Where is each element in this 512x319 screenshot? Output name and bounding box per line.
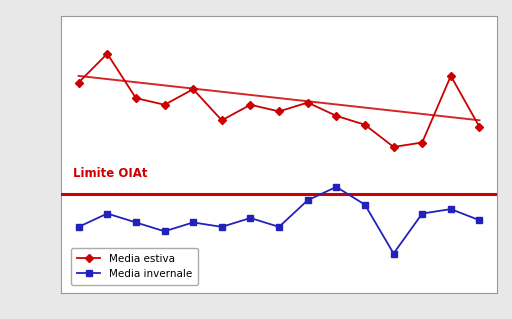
Media invernale bbox=[305, 198, 311, 202]
Media invernale bbox=[333, 185, 339, 189]
Media invernale bbox=[391, 252, 397, 256]
Media estiva bbox=[161, 103, 167, 107]
Line: Media estiva: Media estiva bbox=[75, 51, 483, 150]
Media invernale bbox=[247, 216, 253, 220]
Media invernale bbox=[219, 225, 225, 229]
Media invernale bbox=[419, 211, 425, 215]
Media estiva bbox=[362, 123, 368, 127]
Media estiva bbox=[333, 114, 339, 118]
Legend: Media estiva, Media invernale: Media estiva, Media invernale bbox=[71, 248, 198, 286]
Media estiva bbox=[247, 103, 253, 107]
Media estiva bbox=[133, 96, 139, 100]
Text: Limite OIAt: Limite OIAt bbox=[73, 167, 147, 180]
Media estiva bbox=[476, 125, 482, 129]
Media estiva bbox=[305, 100, 311, 104]
Media invernale bbox=[190, 220, 196, 224]
Media estiva bbox=[448, 74, 454, 78]
Media estiva bbox=[104, 52, 110, 56]
Media estiva bbox=[190, 87, 196, 91]
Media invernale bbox=[276, 225, 282, 229]
Media invernale bbox=[362, 203, 368, 207]
Media invernale bbox=[133, 220, 139, 224]
Media estiva bbox=[276, 109, 282, 113]
Media invernale bbox=[161, 229, 167, 233]
Media estiva bbox=[391, 145, 397, 149]
Media estiva bbox=[419, 141, 425, 145]
Media invernale bbox=[104, 211, 110, 215]
Media estiva bbox=[76, 81, 82, 85]
Media estiva bbox=[219, 118, 225, 122]
Media invernale bbox=[476, 218, 482, 222]
Media invernale bbox=[448, 207, 454, 211]
Media invernale bbox=[76, 225, 82, 229]
Line: Media invernale: Media invernale bbox=[75, 184, 483, 257]
